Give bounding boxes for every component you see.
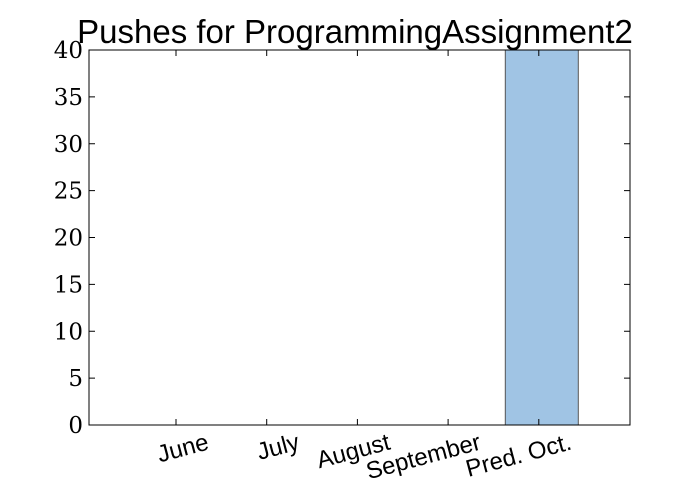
bars-group bbox=[504, 49, 579, 426]
y-tick-label: 35 bbox=[54, 85, 83, 111]
chart-title: Pushes for ProgrammingAssignment2 bbox=[77, 13, 633, 50]
y-tick-label: 15 bbox=[54, 272, 83, 298]
y-tick-label: 40 bbox=[54, 38, 83, 64]
y-axis: 0 5 10 15 20 25 30 35 40 bbox=[54, 38, 630, 439]
y-tick-label: 20 bbox=[54, 226, 83, 252]
y-tick-label: 10 bbox=[54, 319, 83, 345]
y-tick-label: 25 bbox=[54, 179, 83, 205]
y-tick-label: 30 bbox=[54, 132, 83, 158]
x-tick-label: June bbox=[154, 429, 211, 469]
y-tick-label: 5 bbox=[68, 366, 83, 392]
x-tick-label: Pred. Oct. bbox=[463, 429, 574, 483]
x-tick-label: July bbox=[254, 429, 302, 466]
bar-pred-oct bbox=[504, 49, 579, 426]
y-tick-label: 0 bbox=[68, 413, 83, 439]
